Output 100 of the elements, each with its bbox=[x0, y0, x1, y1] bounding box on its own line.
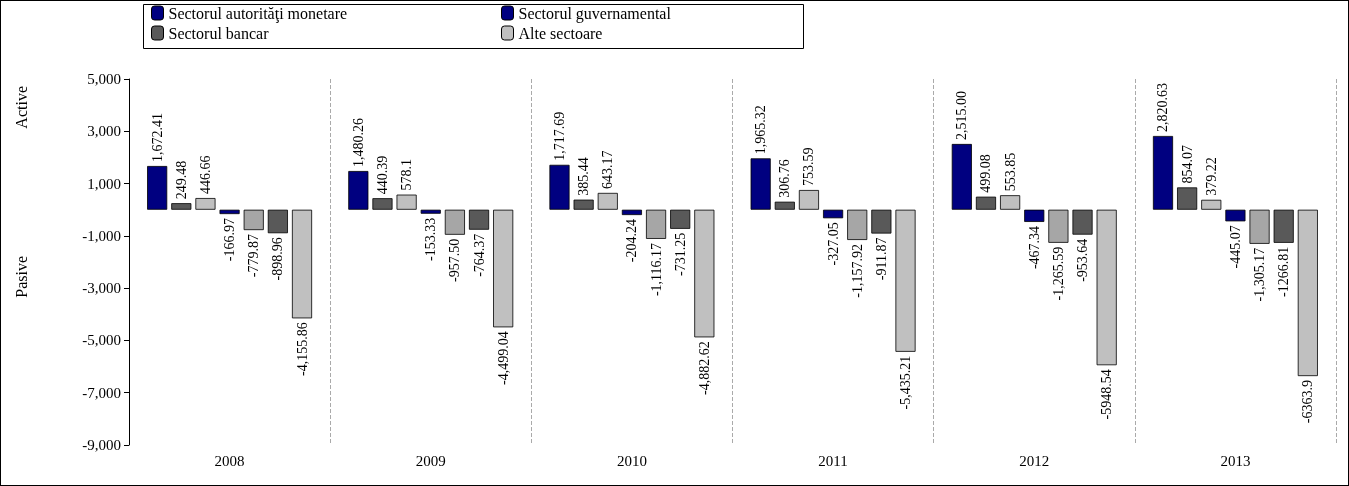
data-label: -898.96 bbox=[270, 237, 286, 281]
data-label: 379.22 bbox=[1203, 157, 1219, 196]
y-tick-label: -7,000 bbox=[82, 384, 121, 401]
bar bbox=[847, 209, 868, 240]
bar bbox=[646, 209, 667, 239]
data-label: -467.34 bbox=[1026, 225, 1042, 270]
bar bbox=[444, 209, 465, 235]
data-label: -327.05 bbox=[825, 222, 841, 266]
bar bbox=[195, 198, 216, 210]
legend-label: Sectorul guvernamental bbox=[518, 4, 672, 23]
legend-label: Sectorul autorităţi monetare bbox=[168, 4, 348, 23]
y-tick-label: 5,000 bbox=[87, 71, 121, 87]
data-label: -445.07 bbox=[1227, 225, 1243, 269]
data-label: 643.17 bbox=[600, 150, 616, 189]
bar bbox=[975, 196, 997, 210]
bar bbox=[774, 201, 795, 210]
data-label: 2,515.00 bbox=[954, 90, 970, 140]
data-label: -957.50 bbox=[447, 238, 463, 282]
data-label: -166.97 bbox=[222, 218, 238, 262]
data-label: 1,480.26 bbox=[350, 118, 366, 168]
bar bbox=[1177, 187, 1198, 210]
bar bbox=[1072, 209, 1093, 235]
bar bbox=[147, 165, 168, 210]
bar bbox=[1225, 209, 1246, 222]
data-label: -731.25 bbox=[672, 232, 688, 276]
data-label: -153.33 bbox=[423, 217, 439, 261]
bar bbox=[895, 209, 916, 352]
data-label: -4,882.62 bbox=[696, 341, 712, 396]
bar bbox=[219, 209, 240, 215]
x-tick-label: 2013 bbox=[1220, 452, 1251, 469]
bar bbox=[750, 158, 771, 210]
data-label: 553.85 bbox=[1002, 152, 1018, 192]
y-tick-label: -3,000 bbox=[82, 280, 121, 297]
text: Pasive bbox=[12, 255, 30, 298]
data-label: 1,672.41 bbox=[149, 112, 165, 162]
bar bbox=[871, 209, 892, 234]
x-tick-label: 2008 bbox=[214, 452, 245, 469]
data-label: 854.07 bbox=[1179, 144, 1195, 184]
data-label: -764.37 bbox=[471, 233, 487, 277]
bar bbox=[951, 143, 972, 210]
data-label: 306.76 bbox=[777, 159, 793, 198]
data-label: 446.66 bbox=[197, 155, 213, 195]
bar bbox=[573, 199, 594, 210]
bar bbox=[1201, 199, 1222, 210]
y-tick-label: -1,000 bbox=[82, 227, 121, 244]
y-tick-label: 1,000 bbox=[87, 175, 121, 192]
bar bbox=[420, 209, 441, 214]
data-label: -779.87 bbox=[246, 234, 262, 278]
data-label: 753.59 bbox=[801, 147, 817, 187]
bar bbox=[798, 190, 819, 210]
bar bbox=[1273, 209, 1294, 243]
y-tick-label: 3,000 bbox=[87, 123, 121, 140]
x-tick-label: 2011 bbox=[818, 452, 848, 469]
data-label: -1,116.17 bbox=[648, 242, 664, 297]
data-label: -1,157.92 bbox=[849, 243, 865, 298]
bar bbox=[493, 209, 514, 328]
data-label: -5948.54 bbox=[1099, 369, 1115, 420]
bar bbox=[597, 192, 618, 210]
y-tick-label: -5,000 bbox=[82, 332, 121, 349]
bar bbox=[1048, 209, 1069, 243]
data-label: 385.44 bbox=[576, 157, 592, 196]
data-label: -4,499.04 bbox=[495, 331, 511, 385]
data-label: -204.24 bbox=[624, 219, 640, 263]
data-label: 1,717.69 bbox=[552, 111, 567, 161]
data-label: 249.48 bbox=[173, 160, 189, 200]
data-label: -6363.9 bbox=[1300, 380, 1316, 424]
bar bbox=[243, 209, 264, 231]
x-tick-label: 2012 bbox=[1019, 452, 1050, 469]
legend-label: Sectorul bancar bbox=[168, 24, 270, 42]
legend-label: Alte sectoare bbox=[518, 24, 603, 42]
x-tick-label: 2009 bbox=[415, 452, 446, 469]
data-label: 578.1 bbox=[399, 159, 415, 191]
data-label: -4,155.86 bbox=[294, 322, 310, 377]
bar bbox=[171, 203, 192, 210]
data-label: -911.87 bbox=[873, 237, 889, 281]
data-label: 440.39 bbox=[374, 155, 390, 195]
bar bbox=[468, 209, 490, 230]
data-label: -953.64 bbox=[1075, 238, 1091, 282]
bar bbox=[396, 194, 417, 210]
text: Active bbox=[12, 85, 30, 129]
bar bbox=[1297, 209, 1318, 377]
bar bbox=[372, 198, 393, 210]
bar bbox=[348, 171, 369, 210]
bar bbox=[549, 164, 570, 210]
data-label: 499.08 bbox=[978, 154, 994, 193]
y-tick-label: -9,000 bbox=[82, 437, 121, 453]
bar bbox=[1096, 209, 1117, 366]
data-label: 2,820.63 bbox=[1155, 82, 1171, 132]
bar bbox=[670, 209, 691, 229]
x-tick-label: 2010 bbox=[616, 452, 647, 469]
data-label: -1,305.17 bbox=[1252, 247, 1268, 302]
bar bbox=[1249, 209, 1270, 244]
bar bbox=[621, 209, 642, 216]
data-label: -1,265.59 bbox=[1050, 246, 1066, 301]
bar bbox=[1024, 209, 1045, 222]
bar bbox=[1152, 135, 1174, 210]
bar bbox=[291, 209, 313, 319]
data-label: -1266.81 bbox=[1276, 246, 1292, 297]
data-label: -5,435.21 bbox=[898, 355, 913, 410]
bar bbox=[823, 209, 844, 219]
